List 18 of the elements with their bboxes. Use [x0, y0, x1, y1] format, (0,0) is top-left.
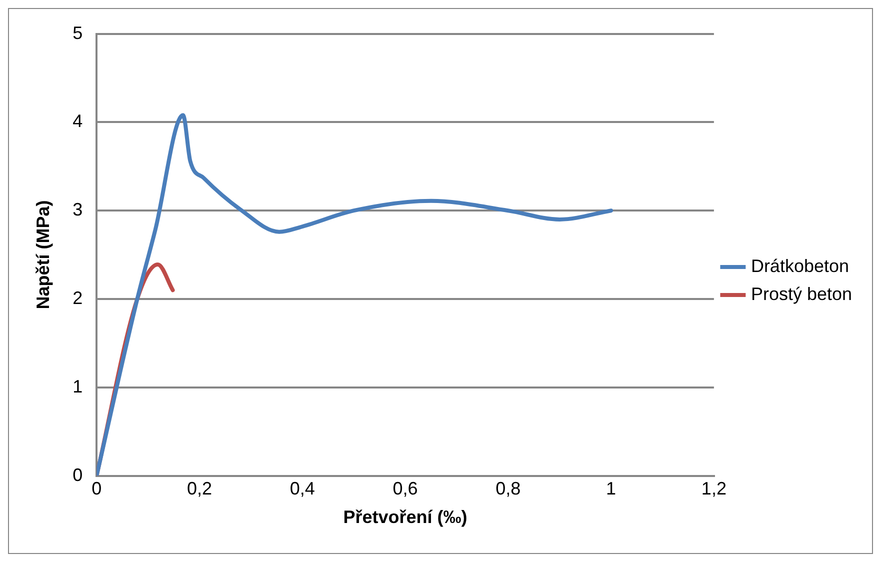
legend-label: Prostý beton	[750, 284, 852, 304]
line-series	[96, 113, 614, 476]
y-tick-label: 0	[72, 464, 83, 485]
y-tick-label: 2	[72, 288, 83, 308]
x-tick-label: 0,4	[290, 478, 315, 499]
x-axis-title: Přetvoření (‰)	[343, 507, 468, 528]
legend-label: Drátkobeton	[750, 256, 850, 276]
x-tick-label: 1	[606, 478, 616, 499]
x-tick-label: 0,2	[186, 478, 212, 499]
y-tick-label: 3	[72, 200, 83, 220]
y-axis-title: Napětí (MPa)	[32, 200, 53, 310]
y-tick-label: 5	[72, 22, 83, 43]
y-tick-label: 4	[72, 111, 83, 132]
x-tick-label: 0,6	[392, 478, 418, 499]
x-tick-label: 0	[92, 478, 102, 499]
y-tick-label: 1	[72, 376, 83, 396]
x-tick-label: 1,2	[701, 478, 726, 499]
x-tick-label: 0,8	[496, 478, 521, 499]
